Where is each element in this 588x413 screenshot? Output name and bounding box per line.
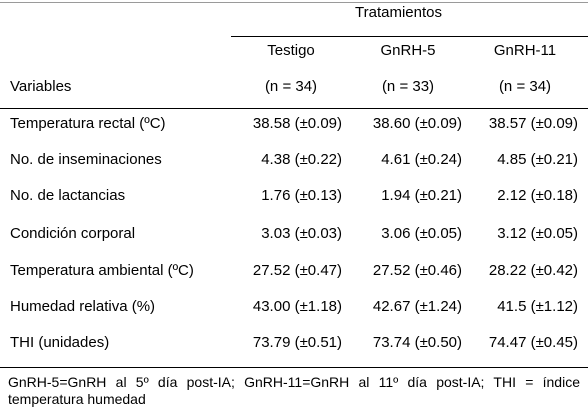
row-label-temperatura-ambiental: Temperatura ambiental (ºC) [10,262,194,279]
table-cell: 3.12 (±0.05) [497,225,578,242]
row-label-thi: THI (unidades) [10,334,110,351]
column-n-gnrh-5: (n = 33) [381,78,435,95]
table-cell: 38.58 (±0.09) [252,115,342,132]
column-header-gnrh-11: GnRH-11 [493,42,557,59]
table-bottom-rule [0,367,588,368]
table-cell: 27.52 (±0.47) [252,262,342,279]
table-cell: 38.60 (±0.09) [372,115,462,132]
table-cell: 73.79 (±0.51) [252,334,342,351]
row-label-lactancias: No. de lactancias [10,187,126,204]
table-cell: 42.67 (±1.24) [372,298,462,315]
table-footnote: GnRH-5=GnRH al 5º día post-IA; GnRH-11=G… [8,374,580,407]
table-cell: 4.85 (±0.21) [497,151,578,168]
table-cell: 1.94 (±0.21) [381,187,462,204]
treatments-group-header: Tratamientos [355,4,442,21]
table-cell: 27.52 (±0.46) [372,262,462,279]
table-cell: 4.38 (±0.22) [261,151,342,168]
table-cell: 4.61 (±0.24) [381,151,462,168]
group-header-rule [231,36,588,37]
header-bottom-rule [0,108,588,109]
table-cell: 1.76 (±0.13) [261,187,342,204]
table-cell: 74.47 (±0.45) [488,334,578,351]
column-header-testigo: Testigo [267,42,315,59]
table-cell: 38.57 (±0.09) [488,115,578,132]
table-cell: 41.5 (±1.12) [497,298,578,315]
variables-header: Variables [10,78,72,95]
table-cell: 28.22 (±0.42) [488,262,578,279]
table-cell: 43.00 (±1.18) [252,298,342,315]
table-cell: 3.06 (±0.05) [381,225,462,242]
column-header-gnrh-5: GnRH-5 [380,42,436,59]
table-cell: 3.03 (±0.03) [261,225,342,242]
row-label-inseminaciones: No. de inseminaciones [10,151,162,168]
top-rule [0,2,588,3]
column-n-gnrh-11: (n = 34) [498,78,552,95]
row-label-temperatura-rectal: Temperatura rectal (ºC) [10,115,166,132]
row-label-humedad-relativa: Humedad relativa (%) [10,298,156,315]
column-n-testigo: (n = 34) [264,78,318,95]
row-label-condicion-corporal: Condición corporal [10,225,136,242]
table-cell: 2.12 (±0.18) [497,187,578,204]
table-cell: 73.74 (±0.50) [372,334,462,351]
